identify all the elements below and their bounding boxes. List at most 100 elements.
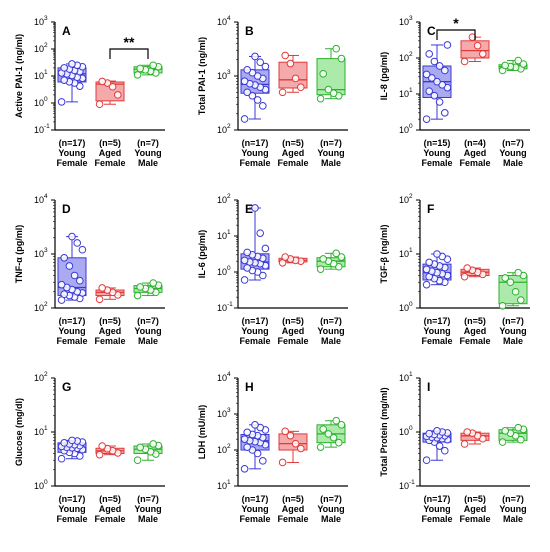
data-point <box>511 287 520 296</box>
data-point <box>73 239 81 247</box>
category-label-line2: Male <box>138 336 158 346</box>
data-point <box>133 71 142 79</box>
y-tick-label: 10 <box>34 249 44 259</box>
data-point <box>422 115 431 123</box>
data-point <box>519 60 528 68</box>
category-n-label: (n=7) <box>137 494 159 504</box>
y-tick-label: 10 <box>34 195 44 205</box>
data-point <box>256 58 265 67</box>
y-tick-exponent: 4 <box>44 193 48 200</box>
data-point <box>501 274 510 282</box>
data-point <box>517 296 525 304</box>
data-point <box>95 295 104 304</box>
data-point <box>319 69 328 78</box>
category-label-line2: Male <box>138 514 158 524</box>
y-tick-exponent: 0 <box>44 479 48 486</box>
category-label-line2: Male <box>321 158 341 168</box>
y-axis-label: IL-8 (pg/ml) <box>379 52 389 101</box>
category-n-label: (n=7) <box>502 494 524 504</box>
data-point <box>149 279 157 287</box>
data-point <box>443 41 452 49</box>
category-n-label: (n=4) <box>464 138 486 148</box>
category-label-line2: Female <box>56 514 87 524</box>
y-axis-label: TNF-α (pg/ml) <box>14 225 24 284</box>
category-label-line2: Female <box>277 336 308 346</box>
category-label-line2: Female <box>239 158 270 168</box>
data-point <box>253 449 262 458</box>
y-tick-exponent: 4 <box>227 15 231 22</box>
data-point <box>240 115 249 123</box>
data-point <box>297 83 305 92</box>
y-tick-label: 10 <box>34 373 44 383</box>
y-tick-label: 10 <box>217 125 227 135</box>
y-tick-label: 10 <box>399 125 409 135</box>
data-point <box>517 435 525 444</box>
data-point <box>60 290 68 299</box>
box <box>278 61 308 89</box>
data-point <box>76 276 84 285</box>
data-point <box>425 50 434 58</box>
category-label-line2: Female <box>94 158 125 168</box>
data-point <box>136 64 144 73</box>
category-label-line1: Aged <box>464 148 487 158</box>
significance-bracket <box>109 48 149 59</box>
data-point <box>278 88 287 97</box>
y-tick-label: 10 <box>217 409 227 419</box>
y-tick-label: 10 <box>399 53 409 63</box>
category-label-line1: Young <box>134 504 161 514</box>
significance-stars: * <box>453 15 459 31</box>
data-point <box>259 102 267 110</box>
category-label-line1: Young <box>423 504 450 514</box>
y-tick-exponent: -1 <box>409 479 415 486</box>
data-point <box>473 41 482 50</box>
y-axis-label: TGF-β (ng/ml) <box>379 225 389 284</box>
data-point <box>425 87 434 95</box>
category-n-label: (n=5) <box>99 494 121 504</box>
y-tick-exponent: 2 <box>44 301 48 308</box>
category-label-line2: Male <box>503 336 523 346</box>
data-point <box>441 109 449 117</box>
y-tick-exponent: 0 <box>227 265 231 272</box>
panel-label: C <box>427 24 436 38</box>
data-point <box>297 444 305 453</box>
y-tick-label: 10 <box>217 481 227 491</box>
y-tick-label: 10 <box>217 373 227 383</box>
data-point <box>425 258 434 267</box>
data-point <box>278 458 287 467</box>
category-label-line2: Female <box>239 336 270 346</box>
category-n-label: (n=5) <box>464 316 486 326</box>
data-point <box>261 244 270 253</box>
category-label-line1: Young <box>58 326 85 336</box>
data-point <box>428 74 436 82</box>
y-tick-exponent: 2 <box>44 42 48 49</box>
y-tick-label: 10 <box>217 195 227 205</box>
data-point <box>468 33 477 41</box>
y-tick-label: 10 <box>34 481 44 491</box>
y-tick-label: 10 <box>399 481 409 491</box>
y-tick-label: 10 <box>399 249 409 259</box>
data-point <box>60 439 68 447</box>
category-label-line2: Female <box>277 158 308 168</box>
y-tick-exponent: 2 <box>44 371 48 378</box>
data-point <box>149 440 157 448</box>
data-point <box>501 61 510 70</box>
data-point <box>240 256 249 265</box>
category-label-line1: Young <box>134 326 161 336</box>
y-tick-label: 10 <box>217 71 227 81</box>
panel-label: A <box>62 24 71 38</box>
data-point <box>422 280 431 289</box>
data-point <box>463 264 472 272</box>
data-point <box>422 265 431 274</box>
y-tick-exponent: 0 <box>409 301 413 308</box>
data-point <box>243 248 251 257</box>
category-n-label: (n=5) <box>99 316 121 326</box>
data-point <box>136 443 144 452</box>
y-axis-label: Total Protein (mg/ml) <box>379 387 389 476</box>
panel-label: I <box>427 380 430 394</box>
category-n-label: (n=7) <box>320 138 342 148</box>
category-label-line2: Female <box>421 158 452 168</box>
data-point <box>337 253 346 261</box>
category-label-line2: Female <box>56 158 87 168</box>
